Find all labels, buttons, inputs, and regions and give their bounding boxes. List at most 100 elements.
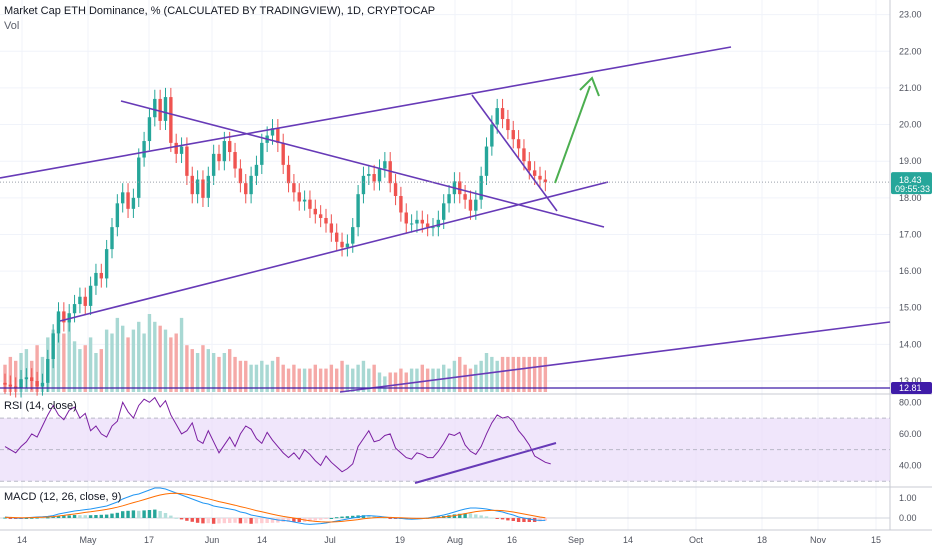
volume-bar: [393, 372, 398, 392]
macd-histogram-bar: [318, 518, 323, 520]
macd-histogram-bar: [474, 514, 478, 518]
macd-histogram-bar: [104, 514, 109, 518]
candle-body: [142, 141, 146, 158]
candle-body: [104, 249, 109, 279]
macd-histogram-bar: [46, 517, 50, 519]
macd-histogram-bar: [468, 513, 473, 518]
candle-body: [115, 203, 120, 228]
volume-bar: [490, 356, 494, 392]
candle-body: [511, 130, 515, 140]
volume-bar: [276, 356, 280, 392]
macd-histogram-bar: [126, 510, 130, 518]
candle-body: [302, 199, 307, 202]
candle-body: [484, 146, 489, 176]
price-tick-label: 23.00: [899, 10, 922, 20]
macd-histogram-bar: [254, 518, 259, 524]
local-resistance-trendline: [471, 94, 558, 212]
macd-histogram-bar: [147, 510, 152, 518]
candle-body: [367, 174, 371, 176]
candle-body: [479, 175, 483, 200]
volume-bar: [244, 360, 248, 392]
candle-body: [372, 174, 376, 182]
candle-body: [190, 175, 194, 195]
macd-legend[interactable]: MACD (12, 26, close, 9): [4, 491, 122, 503]
volume-bar: [163, 329, 168, 392]
candle-body: [297, 192, 301, 202]
volume-bar: [260, 360, 264, 392]
candle-body: [169, 97, 173, 143]
volume-bar: [351, 368, 355, 392]
rsi-tick-label: 40.00: [899, 460, 922, 470]
macd-histogram-bar: [500, 518, 505, 520]
candle-body: [56, 311, 61, 334]
candlesticks: [3, 87, 548, 398]
macd-histogram-bar: [292, 518, 296, 522]
candle-body: [538, 175, 542, 180]
price-tick-label: 18.00: [899, 193, 922, 203]
macd-histogram-bar: [324, 518, 328, 519]
candle-body: [442, 203, 446, 220]
candle-body: [495, 108, 499, 125]
macd-histogram-bar: [527, 518, 531, 522]
macd-histogram-bar: [30, 517, 34, 519]
rsi-legend[interactable]: RSI (14, close): [4, 400, 77, 412]
volume-bar: [195, 353, 200, 392]
candle-body: [474, 199, 478, 211]
time-tick-label: 19: [395, 535, 405, 545]
candle-body: [46, 359, 50, 383]
macd-histogram-bar: [297, 518, 301, 522]
time-tick-label: Oct: [689, 535, 704, 545]
candle-body: [233, 152, 237, 169]
volume-bars: [3, 314, 548, 392]
macd-histogram-bar: [270, 518, 275, 523]
macd-histogram-bar: [383, 517, 387, 519]
candle-body: [383, 161, 387, 169]
candle-body: [244, 183, 248, 195]
volume-bar: [383, 376, 387, 392]
candle-body: [329, 223, 334, 233]
volume-legend[interactable]: Vol: [4, 20, 20, 32]
macd-histogram-bar: [538, 518, 542, 522]
candle-body: [522, 148, 526, 162]
volume-bar: [495, 360, 499, 392]
macd-histogram-bar: [163, 513, 168, 518]
projection-arrow-head: [579, 76, 600, 97]
macd-histogram-bar: [490, 517, 494, 519]
price-axis[interactable]: 23.00 22.00 21.00 20.00 19.00 18.00 17.00 16.00…: [891, 10, 932, 523]
macd-histogram-bar: [35, 517, 39, 519]
candle-body: [24, 377, 29, 380]
macd-histogram-bar: [201, 518, 205, 524]
macd-histogram-bar: [372, 516, 376, 518]
time-axis[interactable]: 14 May 17 Jun 14 Jul 19 Aug 16 Sep 14 Oct 18 Nov 15: [17, 535, 881, 545]
volume-bar: [62, 333, 66, 392]
macd-histogram-bar: [115, 512, 120, 518]
volume-bar: [72, 341, 77, 392]
candle-body: [30, 377, 34, 382]
volume-bar: [356, 364, 360, 392]
volume-bar: [479, 360, 483, 392]
macd-histogram-bar: [62, 515, 66, 518]
volume-bar: [399, 368, 403, 392]
main-series-title[interactable]: Market Cap ETH Dominance, % (CALCULATED …: [4, 5, 436, 17]
candle-body: [78, 296, 82, 305]
time-tick-label: 17: [144, 535, 154, 545]
macd-histogram-bar: [56, 516, 61, 518]
candle-body: [399, 196, 403, 213]
candle-body: [19, 379, 23, 389]
candle-body: [292, 183, 296, 193]
candle-body: [313, 208, 317, 215]
candle-body: [137, 157, 141, 198]
candle-body: [147, 117, 152, 142]
drawing-tools[interactable]: [0, 46, 891, 393]
volume-bar: [56, 314, 61, 392]
macd-histogram-bar: [174, 517, 178, 519]
volume-bar: [447, 368, 451, 392]
price-tick-label: 16.00: [899, 266, 922, 276]
volume-bar: [511, 356, 515, 392]
candle-body: [324, 217, 328, 224]
candle-body: [163, 97, 168, 121]
volume-bar: [318, 368, 323, 392]
macd-tick-label: 1.00: [899, 493, 917, 503]
candle-body: [83, 296, 87, 306]
